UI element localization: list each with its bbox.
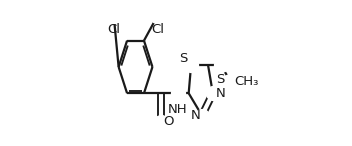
Text: O: O [163,115,174,128]
Text: N: N [190,109,200,122]
Text: CH₃: CH₃ [234,75,259,88]
Text: NH: NH [168,103,188,116]
Text: S: S [216,73,225,86]
Text: S: S [180,52,188,65]
Text: Cl: Cl [152,23,165,36]
Text: Cl: Cl [107,23,120,36]
Text: N: N [215,87,225,100]
